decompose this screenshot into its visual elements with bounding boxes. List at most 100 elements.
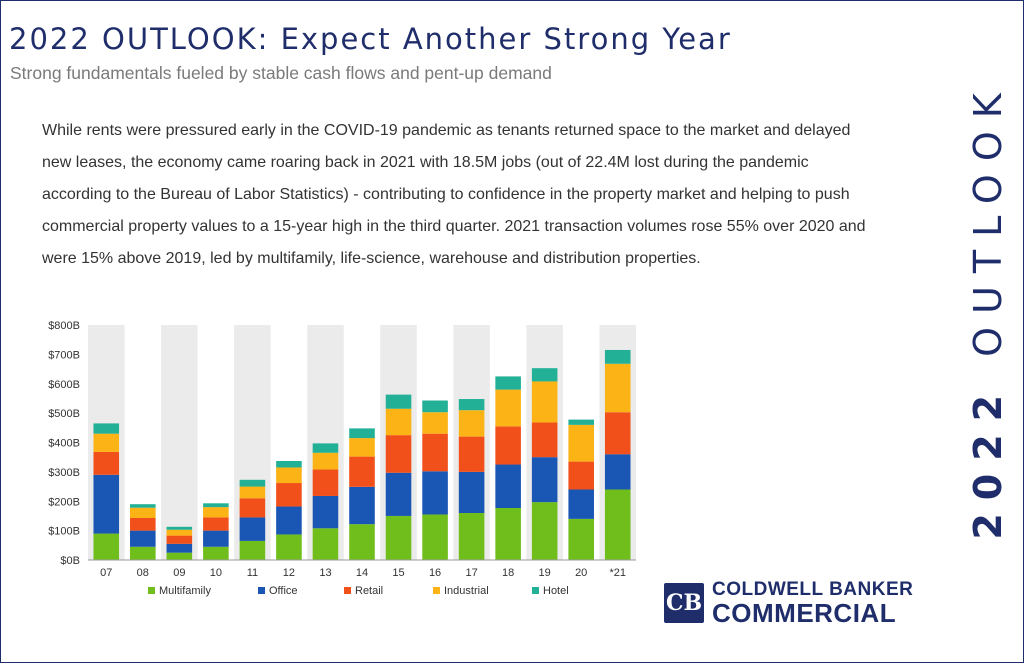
x-tick-label: 17: [465, 567, 477, 579]
bar-segment-industrial: [203, 507, 229, 518]
bar-segment-retail: [239, 498, 266, 518]
bar-segment-industrial: [422, 412, 448, 434]
bar-segment-multifamily: [312, 528, 339, 560]
bar-segment-multifamily: [276, 534, 302, 560]
bar-segment-office: [458, 471, 485, 513]
y-tick-label: $200B: [48, 496, 80, 508]
bar-segment-hotel: [385, 394, 412, 409]
legend-swatch-multifamily: [148, 587, 155, 594]
legend-label-retail: Retail: [355, 585, 383, 597]
x-tick-label: 12: [283, 567, 295, 579]
bar-segment-multifamily: [531, 502, 558, 560]
bar-segment-hotel: [531, 368, 558, 382]
bar-segment-office: [166, 543, 193, 553]
bar-segment-multifamily: [568, 518, 594, 560]
y-tick-label: $700B: [48, 349, 80, 361]
logo-wordmark: COLDWELL BANKER COMMERCIAL: [712, 580, 913, 626]
bar-segment-hotel: [130, 504, 156, 508]
logo-line-2: COMMERCIAL: [712, 598, 897, 628]
x-tick-label: 20: [575, 567, 587, 579]
x-tick-label: 19: [539, 567, 551, 579]
bar-segment-hotel: [93, 423, 120, 434]
bar-segment-office: [276, 506, 302, 535]
bar-segment-hotel: [495, 376, 521, 390]
bar-segment-multifamily: [604, 489, 631, 560]
bar-segment-office: [203, 530, 229, 547]
side-banner: 2022 OUTLOOK: [953, 40, 1023, 580]
x-tick-label: 10: [210, 567, 222, 579]
bar-segment-hotel: [604, 349, 631, 364]
legend-swatch-hotel: [532, 587, 539, 594]
bar-segment-industrial: [312, 452, 339, 470]
y-tick-label: $400B: [48, 438, 80, 450]
bar-segment-retail: [458, 436, 485, 472]
bar-segment-multifamily: [203, 546, 229, 560]
bar-segment-hotel: [349, 428, 375, 439]
bar-segment-multifamily: [166, 552, 193, 560]
x-tick-label: *21: [609, 567, 626, 579]
bar-segment-hotel: [203, 503, 229, 508]
y-tick-label: $600B: [48, 379, 80, 391]
bar-segment-hotel: [276, 461, 302, 468]
bar-segment-office: [312, 495, 339, 529]
legend-swatch-retail: [344, 587, 351, 594]
bar-segment-industrial: [531, 381, 558, 423]
logo-line-1: COLDWELL BANKER: [712, 579, 914, 600]
bar-segment-multifamily: [93, 533, 120, 560]
bar-segment-industrial: [604, 363, 631, 413]
x-tick-label: 14: [356, 567, 368, 579]
bar-segment-retail: [495, 426, 521, 465]
bar-segment-office: [385, 472, 412, 516]
cb-logo-mark: CB: [664, 583, 704, 623]
bar-segment-retail: [385, 435, 412, 473]
x-tick-label: 16: [429, 567, 441, 579]
bar-segment-retail: [604, 412, 631, 455]
legend-label-hotel: Hotel: [543, 585, 569, 597]
bar-segment-office: [93, 474, 120, 534]
legend-swatch-office: [258, 587, 265, 594]
bar-segment-industrial: [130, 507, 156, 518]
bar-segment-industrial: [239, 486, 266, 499]
legend-label-multifamily: Multifamily: [159, 585, 211, 597]
legend-label-office: Office: [269, 585, 298, 597]
bar-segment-hotel: [458, 399, 485, 411]
column-shading: [161, 325, 198, 560]
x-tick-label: 11: [247, 567, 258, 579]
bar-segment-retail: [93, 451, 120, 475]
bar-segment-retail: [349, 456, 375, 487]
y-tick-label: $800B: [48, 320, 80, 332]
bar-segment-industrial: [349, 438, 375, 457]
y-tick-label: $500B: [48, 408, 80, 420]
bar-segment-retail: [531, 422, 558, 458]
bar-segment-industrial: [93, 433, 120, 452]
bar-segment-hotel: [312, 443, 339, 453]
bar-segment-industrial: [568, 424, 594, 462]
bar-segment-multifamily: [349, 524, 375, 560]
bar-segment-retail: [203, 517, 229, 531]
bar-segment-industrial: [495, 389, 521, 427]
bar-segment-retail: [166, 535, 193, 544]
x-tick-label: 09: [173, 567, 185, 579]
x-tick-label: 07: [100, 567, 112, 579]
bar-segment-hotel: [568, 419, 594, 425]
bar-segment-office: [130, 530, 156, 547]
bar-segment-multifamily: [422, 514, 448, 560]
bar-segment-office: [239, 517, 266, 541]
page-subtitle: Strong fundamentals fueled by stable cas…: [10, 63, 552, 83]
bar-segment-office: [495, 464, 521, 509]
bar-segment-hotel: [422, 400, 448, 413]
company-logo: CB COLDWELL BANKER COMMERCIAL: [664, 580, 913, 626]
bar-segment-retail: [130, 517, 156, 531]
bar-segment-office: [604, 454, 631, 490]
bar-segment-multifamily: [239, 540, 266, 560]
bar-segment-industrial: [385, 408, 412, 436]
bar-segment-industrial: [458, 410, 485, 437]
bar-segment-office: [349, 486, 375, 525]
bar-segment-office: [568, 489, 594, 519]
bar-segment-hotel: [239, 479, 266, 487]
y-tick-label: $0B: [60, 555, 80, 567]
bar-segment-multifamily: [495, 508, 521, 560]
x-tick-label: 18: [502, 567, 514, 579]
bar-segment-industrial: [166, 529, 193, 536]
y-tick-label: $300B: [48, 467, 80, 479]
